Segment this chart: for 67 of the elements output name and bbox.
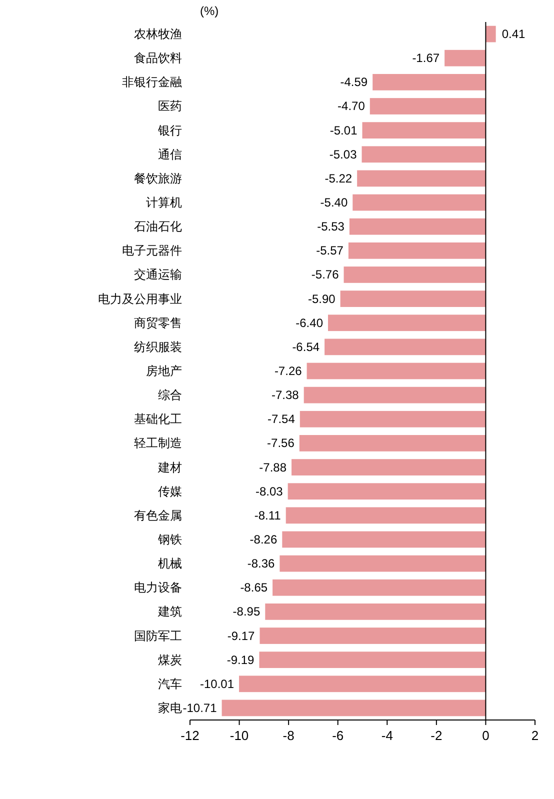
x-tick-label: 0 — [482, 728, 490, 743]
y-tick-label: 餐饮旅游 — [134, 171, 182, 186]
data-label: -7.38 — [271, 388, 300, 402]
data-label: -5.01 — [330, 123, 358, 138]
data-label: -5.40 — [320, 196, 348, 210]
data-label: -8.11 — [254, 508, 282, 522]
y-tick-label: 煤炭 — [158, 652, 182, 667]
data-label: -8.65 — [240, 580, 268, 595]
data-label: -8.03 — [255, 484, 284, 498]
y-tick-label: 交通运输 — [134, 268, 182, 282]
data-label: -5.76 — [311, 268, 340, 282]
y-tick-label: 纺织服装 — [134, 340, 182, 354]
data-label: -9.17 — [227, 628, 256, 643]
y-tick-label: 电力设备 — [134, 580, 182, 595]
y-tick-label: 基础化工 — [134, 412, 182, 426]
y-tick-label: 农林牧渔 — [134, 27, 182, 42]
data-label: -7.26 — [274, 364, 302, 378]
data-label: -9.19 — [226, 652, 255, 667]
x-tick-label: -2 — [430, 728, 442, 743]
y-tick-label: 家电 — [158, 700, 182, 715]
x-tick-label: -4 — [381, 728, 393, 743]
data-label: -6.54 — [292, 340, 320, 354]
y-tick-label: 综合 — [158, 388, 182, 402]
y-tick-label: 轻工制造 — [134, 436, 182, 450]
data-label: -5.03 — [329, 147, 358, 162]
y-tick-label: 建筑 — [157, 604, 182, 619]
y-tick-label: 电力及公用事业 — [98, 292, 182, 306]
y-tick-label: 食品饮料 — [134, 51, 182, 66]
y-tick-label: 机械 — [158, 556, 182, 571]
data-label: -10.01 — [200, 676, 234, 691]
data-label: -7.54 — [268, 412, 296, 426]
y-tick-label: 银行 — [157, 123, 182, 138]
data-label: -4.59 — [340, 75, 368, 90]
y-tick-label: 钢铁 — [157, 532, 182, 546]
x-axis-title: (%) — [200, 4, 219, 18]
data-label: -5.22 — [324, 171, 352, 186]
data-label: -10.71 — [182, 700, 218, 715]
y-tick-label: 非银行金融 — [122, 75, 182, 90]
x-tick-label: 2 — [531, 728, 539, 743]
data-label: 0.41 — [502, 27, 526, 42]
data-label: -7.56 — [267, 436, 295, 450]
data-label: -6.40 — [296, 316, 324, 330]
data-label: -8.26 — [250, 532, 278, 546]
x-tick-label: -8 — [282, 728, 294, 743]
data-label: -8.36 — [247, 556, 276, 571]
y-tick-label: 传媒 — [158, 484, 182, 498]
data-label: -8.95 — [232, 604, 260, 619]
data-label: -5.57 — [316, 244, 344, 258]
y-tick-label: 建材 — [157, 460, 182, 474]
y-tick-label: 有色金属 — [134, 508, 182, 522]
y-tick-label: 通信 — [158, 147, 182, 162]
y-tick-label: 汽车 — [158, 676, 182, 691]
x-tick-label: -12 — [180, 728, 200, 743]
y-tick-label: 商贸零售 — [134, 316, 182, 330]
x-tick-label: -10 — [230, 728, 249, 743]
data-label: -5.53 — [317, 220, 345, 234]
y-tick-label: 电子元器件 — [122, 244, 182, 258]
x-tick-label: -6 — [332, 728, 344, 743]
y-tick-label: 医药 — [158, 99, 182, 114]
y-tick-label: 计算机 — [146, 196, 182, 210]
data-label: -7.88 — [259, 460, 287, 474]
y-tick-label: 房地产 — [146, 364, 182, 378]
y-tick-label: 国防军工 — [134, 628, 182, 643]
data-label: -1.67 — [412, 51, 440, 66]
data-label: -5.90 — [308, 292, 336, 306]
y-tick-label: 石油石化 — [134, 220, 182, 234]
data-label: -4.70 — [338, 99, 366, 114]
